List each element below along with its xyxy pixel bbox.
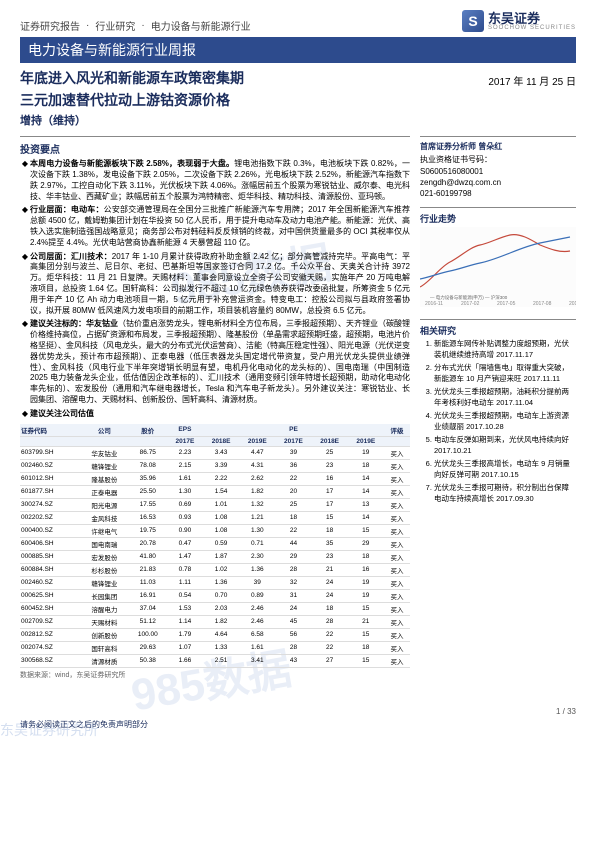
- related-title: 相关研究: [420, 324, 576, 337]
- table-row: 000885.SH宏发股份41.801.471.872.30292318买入: [20, 550, 410, 563]
- section-title: 投资要点: [20, 141, 410, 156]
- svg-text:2017-05: 2017-05: [497, 301, 516, 307]
- table-row: 002460.SZ赣锋锂业78.082.153.394.31362318买入: [20, 459, 410, 472]
- svg-text:2017-11: 2017-11: [569, 301, 576, 307]
- related-item: 光伏龙头三季报超预期，电动车上游资源业绩靓丽 2017.10.28: [434, 411, 576, 432]
- svg-text:2017-02: 2017-02: [461, 301, 480, 307]
- table-row: 300274.SZ阳光电源17.550.691.011.32251713买入: [20, 498, 410, 511]
- analyst-phone: 021-60199798: [420, 188, 576, 199]
- bullet: ◆公司层面：汇川技术：2017 年 1-10 月累计获得政府补助金额 2.42 …: [20, 252, 410, 317]
- report-date: 2017 年 11 月 25 日: [488, 69, 576, 88]
- related-box: 相关研究 新能源车网传补贴调整力度超预期，光伏装机继续维持高增 2017.11.…: [420, 319, 576, 504]
- bullet: ◆建议关注公司估值: [20, 409, 410, 420]
- crumb-2: 电力设备与新能源行业: [151, 18, 251, 33]
- table-row: 300568.SZ清源材质50.381.662.513.41432715买入: [20, 654, 410, 667]
- bullet: ◆行业层面：电动车：公安部交通管理局在全国分三批推广新能源汽车专用牌；2017 …: [20, 205, 410, 248]
- svg-text:2016-11: 2016-11: [425, 301, 443, 307]
- table-row: 600452.SH溶醒电力37.041.532.032.46241815买入: [20, 602, 410, 615]
- logo: S 东吴证券 SOOCHOW SECURITIES: [462, 10, 576, 32]
- trend-chart: 2016-11 2017-02 2017-05 2017-08 2017-11 — 电力设…: [420, 227, 576, 307]
- analyst-email: zengdh@dwzq.com.cn: [420, 177, 576, 188]
- table-row: 002202.SZ金风科技16.530.931.081.21181514买入: [20, 511, 410, 524]
- rating: 增持（维持）: [20, 112, 488, 128]
- bullet: ◆本周电力设备与新能源板块下跌 2.58%，表现弱于大盘。锂电池指数下跌 0.3…: [20, 159, 410, 202]
- svg-text:2017-08: 2017-08: [533, 301, 552, 307]
- related-item: 光伏龙头三季报超预期，油耗积分提前两年考核利好电动车 2017.11.04: [434, 387, 576, 408]
- svg-text:— 电力设备与新能源(申万) — 沪深300: — 电力设备与新能源(申万) — 沪深300: [430, 294, 508, 301]
- related-item: 新能源车网传补贴调整力度超预期，光伏装机继续维持高增 2017.11.17: [434, 339, 576, 360]
- table-row: 601012.SH隆基股份35.961.612.222.62221614买入: [20, 472, 410, 485]
- cert-label: 执业资格证书号码：: [420, 154, 576, 165]
- analyst-box: 首席证券分析师 曾朵红 执业资格证书号码： S0600516080001 zen…: [420, 136, 576, 199]
- table-row: 002460.SZ赣锋锂业11.031.111.3639322419买入: [20, 576, 410, 589]
- table-row: 603799.SH华友钴业86.752.233.434.47392519买入: [20, 446, 410, 459]
- headline-1: 年底进入风光和新能源车政策密集期: [20, 69, 488, 89]
- table-row: 002709.SZ天赐材料51.121.141.822.46452821买入: [20, 615, 410, 628]
- headline-2: 三元加速替代拉动上游钴资源价格: [20, 91, 488, 111]
- table-row: 000400.SZ许继电气19.750.901.081.30221815买入: [20, 524, 410, 537]
- table-row: 600406.SH国电南瑞20.780.470.590.71443529买入: [20, 537, 410, 550]
- crumb-1: 行业研究: [95, 18, 135, 33]
- logo-icon: S: [462, 10, 484, 32]
- crumb-0: 证券研究报告: [20, 18, 80, 33]
- disclaimer: 请务必阅读正文之后的免责声明部分: [20, 719, 148, 730]
- table-row: 002812.SZ创新股份100.001.794.646.58562215买入: [20, 628, 410, 641]
- cert-no: S0600516080001: [420, 166, 576, 177]
- bullet: ◆建议关注标的：华友钴业（钴价重启涨势龙头，锂电新材料全方位布局，三季报超预期）…: [20, 319, 410, 405]
- related-item: 电动车反弹如期到来，光伏风电持续向好 2017.10.21: [434, 435, 576, 456]
- related-item: 光伏龙头三季报高增长，电动车 9 月销量向好反弹可期 2017.10.15: [434, 459, 576, 480]
- footer: 请务必阅读正文之后的免责声明部分: [20, 719, 576, 730]
- analyst-name: 首席证券分析师 曾朵红: [420, 141, 576, 152]
- title-bar: 电力设备与新能源行业周报: [20, 37, 576, 63]
- related-item: 分布式光伏「隔墙售电」取得重大突破，新能源车 10 月产销迎来旺 2017.11…: [434, 363, 576, 384]
- valuation-table: 证券代码公司股价EPSPE评级2017E2018E2019E2017E2018E…: [20, 424, 410, 668]
- logo-sub: SOOCHOW SECURITIES: [488, 25, 576, 31]
- table-row: 000625.SH长园集团16.910.540.700.89312419买入: [20, 589, 410, 602]
- table-row: 002074.SZ国轩高科29.631.071.331.61282218买入: [20, 641, 410, 654]
- logo-main: 东吴证券: [488, 12, 576, 25]
- table-source: 数据来源：wind，东吴证券研究所: [20, 670, 410, 680]
- trend-title: 行业走势: [420, 212, 576, 225]
- trend-chart-box: 行业走势 2016-11 2017-02 2017-05 2017-08 2017-11…: [420, 207, 576, 313]
- table-row: 601877.SH正泰电器25.501.301.541.82201714买入: [20, 485, 410, 498]
- related-item: 光伏龙头三季报可期待，积分制出台保障电动车持续高增长 2017.09.30: [434, 483, 576, 504]
- table-row: 600884.SH杉杉股份21.830.781.021.36282116买入: [20, 563, 410, 576]
